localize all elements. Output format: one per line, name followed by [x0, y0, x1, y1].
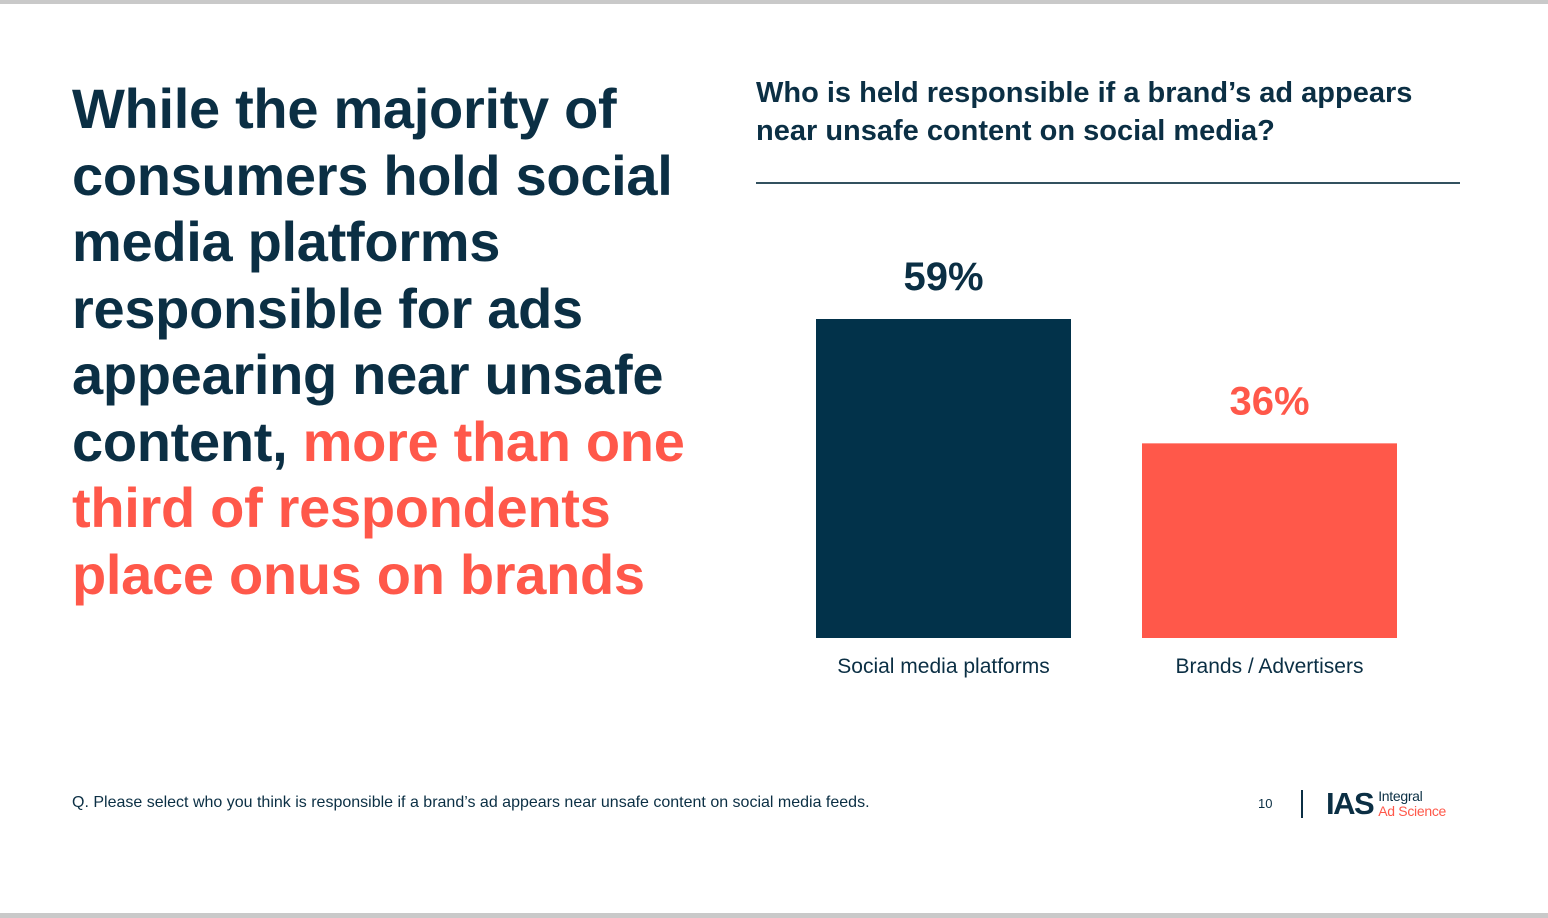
page-number: 10 — [1258, 796, 1273, 811]
logo-word-integral: Integral — [1378, 788, 1423, 804]
footer-divider — [1301, 790, 1303, 818]
frame-bottom-border — [0, 913, 1548, 918]
category-label-0: Social media platforms — [837, 655, 1049, 678]
headline-highlight: more than one third of respondents place… — [72, 409, 685, 606]
bar-chart: 59% Social media platforms 36% Brands / Adv… — [816, 255, 1397, 678]
logo-word-ad-science: Ad Science — [1378, 803, 1447, 819]
bars-layer — [816, 319, 1397, 638]
logo-mark: IAS — [1326, 786, 1375, 821]
data-label-1: 36% — [1229, 379, 1309, 423]
headline: While the majority of consumers hold soc… — [72, 76, 712, 608]
bar-0 — [816, 319, 1071, 638]
data-label-0: 59% — [903, 255, 983, 299]
category-label-1: Brands / Advertisers — [1176, 655, 1364, 678]
bar-1 — [1142, 443, 1397, 638]
logo-wordmark: Integral Ad Science — [1378, 789, 1446, 819]
headline-lead: While the majority of consumers hold soc… — [72, 77, 673, 473]
survey-question-footnote: Q. Please select who you think is respon… — [72, 794, 870, 811]
ias-logo: IAS Integral Ad Science — [1326, 786, 1446, 822]
chart-title: Who is held responsible if a brand’s ad … — [756, 77, 1413, 147]
frame-top-border — [0, 0, 1548, 4]
labels-layer: 59% Social media platforms 36% Brands / Adv… — [837, 255, 1363, 678]
title-divider — [756, 182, 1460, 184]
